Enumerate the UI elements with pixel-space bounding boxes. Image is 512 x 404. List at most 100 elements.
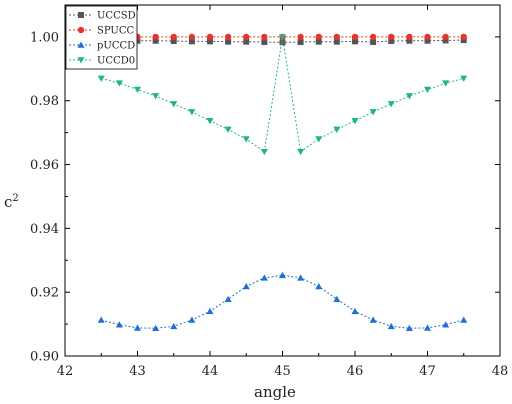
data-point [370, 39, 377, 45]
x-tick-label: 48 [492, 364, 509, 379]
data-point [224, 33, 232, 41]
y-tick-label: 0.96 [30, 158, 59, 173]
data-point [424, 37, 431, 44]
data-point [188, 33, 196, 41]
legend-marker [77, 57, 85, 64]
data-point [115, 80, 123, 87]
data-point [297, 39, 304, 45]
data-point [152, 324, 160, 332]
y-tick-label: 1.00 [30, 30, 59, 45]
data-point [188, 109, 196, 116]
data-point [333, 33, 341, 41]
data-point [442, 80, 450, 87]
legend-marker [77, 26, 85, 34]
data-point [333, 38, 340, 45]
data-point [207, 38, 213, 45]
data-point [188, 38, 195, 45]
y-tick-label: 0.94 [30, 222, 59, 237]
data-point [351, 33, 359, 41]
x-tick-label: 43 [129, 364, 146, 379]
x-tick-label: 44 [202, 364, 219, 379]
data-point [260, 148, 268, 156]
data-point [460, 37, 467, 44]
legend-item: UCCSD [69, 11, 136, 22]
data-point [424, 86, 431, 94]
data-point [369, 109, 377, 116]
x-axis-title: angle [254, 383, 296, 401]
data-point [224, 295, 232, 303]
data-point [261, 33, 268, 41]
data-point [134, 86, 141, 94]
data-point [442, 321, 450, 328]
legend-marker [77, 41, 85, 48]
y-tick-label: 0.90 [30, 350, 59, 365]
data-point [152, 37, 159, 44]
data-point [405, 93, 413, 100]
data-point [315, 33, 322, 41]
legend-label: pUCCD [97, 41, 135, 52]
axis-ticks: 42 43 44 45 46 47 48 0.90 0.92 0.94 0.96 0.98 1.00 [30, 5, 508, 379]
data-point [261, 39, 268, 45]
data-point [206, 307, 214, 315]
data-point [333, 126, 341, 133]
data-point [315, 136, 323, 143]
data-point [369, 33, 377, 41]
series-layer [97, 33, 468, 332]
data-point [152, 93, 160, 100]
y-axis-title: c2 [4, 193, 19, 211]
legend-item: SPUCC [69, 26, 134, 37]
data-point [387, 322, 395, 330]
data-point [388, 33, 395, 41]
data-point [406, 33, 413, 41]
data-point [388, 38, 395, 45]
y-tick-label: 0.92 [30, 286, 59, 301]
data-point [333, 295, 341, 303]
data-point [351, 118, 359, 125]
data-point [297, 33, 304, 41]
data-point [406, 37, 413, 44]
legend-marker [78, 12, 84, 18]
data-point [170, 101, 178, 108]
x-tick-label: 46 [347, 364, 364, 379]
data-point [424, 324, 431, 331]
data-point [206, 33, 214, 41]
data-point [279, 34, 286, 41]
data-point [170, 33, 177, 41]
series-line [101, 274, 464, 329]
data-point [242, 282, 250, 290]
legend-label: SPUCC [97, 26, 134, 37]
data-point [387, 101, 395, 108]
data-point [243, 38, 250, 45]
data-point [134, 37, 141, 44]
legend-label: UCCD0 [97, 56, 135, 67]
legend-label: UCCSD [97, 11, 136, 22]
x-tick-label: 47 [419, 364, 436, 379]
data-point [188, 316, 196, 323]
data-point [115, 321, 123, 328]
data-point [170, 38, 177, 45]
series-UCCD0 [97, 34, 468, 156]
data-point [460, 33, 467, 41]
data-point [170, 322, 178, 330]
data-point [243, 33, 250, 41]
data-point [260, 274, 268, 281]
legend: UCCSD SPUCC pUCCD UCCD0 [65, 5, 138, 70]
data-point [460, 75, 468, 82]
data-point [97, 316, 105, 323]
data-point [351, 307, 359, 315]
legend-box [65, 5, 138, 70]
data-point [206, 118, 214, 125]
data-point [225, 38, 232, 45]
x-tick-label: 45 [274, 364, 291, 379]
data-point [442, 33, 449, 41]
legend-item: UCCD0 [69, 56, 135, 67]
data-point [242, 136, 250, 143]
data-point [97, 75, 105, 82]
series-pUCCD [97, 271, 468, 332]
y-axis-title-superscript: 2 [12, 193, 18, 204]
y-tick-label: 0.98 [30, 94, 59, 109]
data-point [352, 38, 358, 45]
data-point [442, 37, 449, 44]
data-point [315, 282, 323, 290]
